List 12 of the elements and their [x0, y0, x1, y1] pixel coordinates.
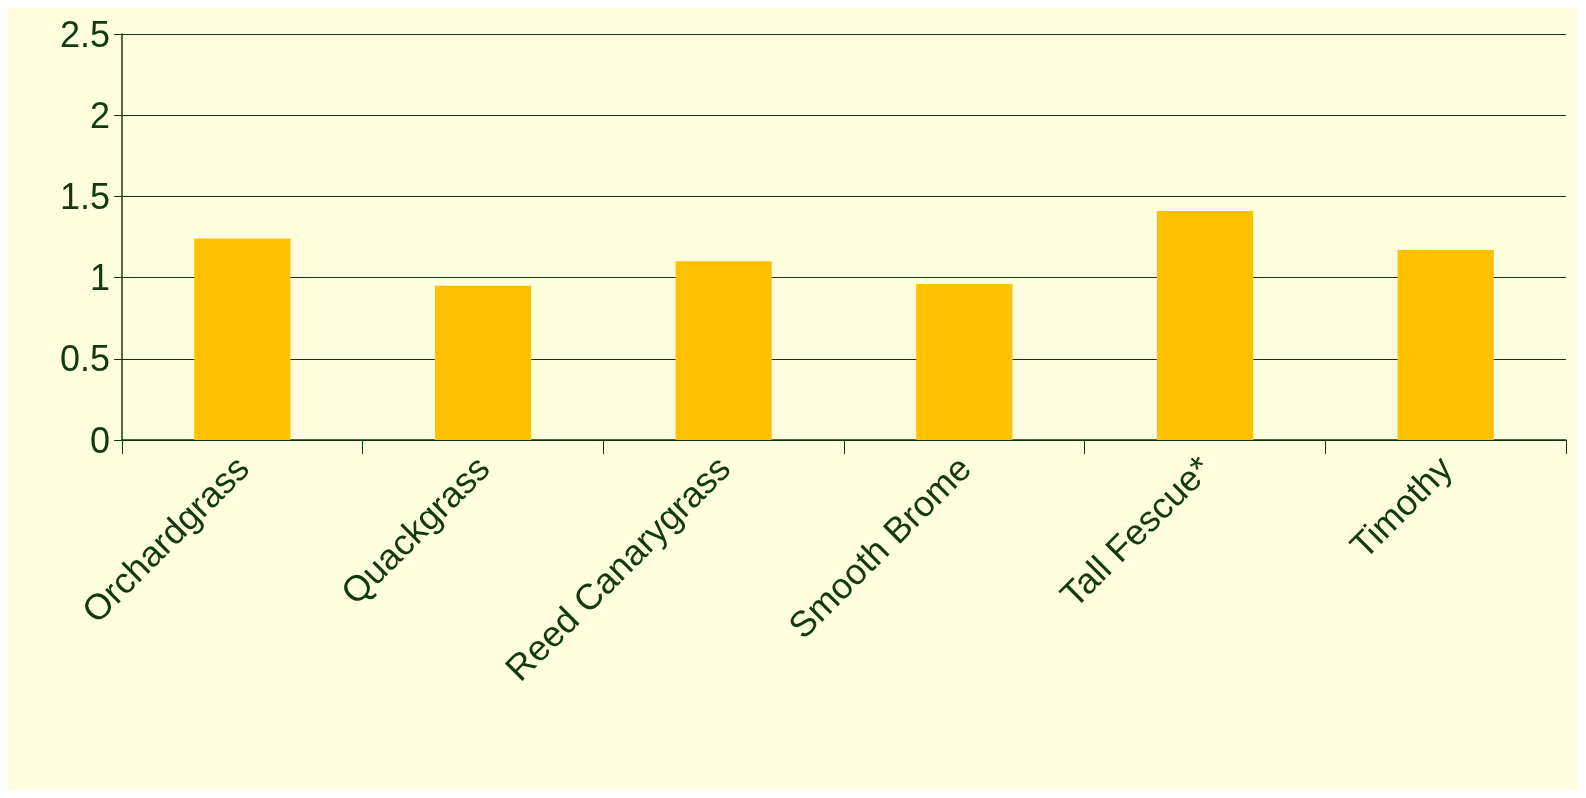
y-tick-label: 0.5 [59, 338, 110, 380]
bar [434, 285, 532, 440]
y-tick-label: 2 [89, 94, 110, 136]
bar [194, 238, 291, 440]
y-tick-label: 1.5 [59, 175, 110, 217]
bar [916, 284, 1013, 440]
y-tick-label: 0 [89, 419, 110, 461]
y-tick-label: 1 [89, 257, 110, 299]
bar [1156, 211, 1254, 440]
bar [1397, 249, 1494, 440]
y-tick-label: 2.5 [59, 13, 110, 55]
bar [675, 261, 772, 440]
